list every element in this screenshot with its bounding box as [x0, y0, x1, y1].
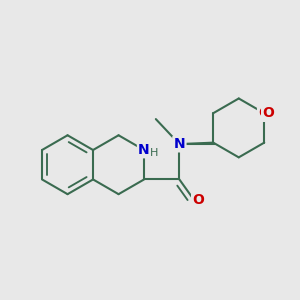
Text: N: N: [138, 143, 150, 157]
Text: O: O: [193, 193, 205, 207]
Text: O: O: [263, 106, 274, 120]
Text: O: O: [258, 106, 270, 120]
Text: H: H: [150, 148, 158, 158]
Text: N: N: [174, 137, 185, 151]
